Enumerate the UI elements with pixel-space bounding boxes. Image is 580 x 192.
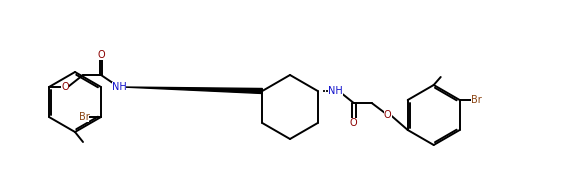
Text: NH: NH	[328, 86, 343, 96]
Text: O: O	[384, 110, 392, 120]
Text: Br: Br	[472, 95, 482, 105]
Polygon shape	[122, 87, 262, 94]
Text: O: O	[97, 50, 105, 60]
Text: O: O	[350, 118, 357, 128]
Text: O: O	[61, 82, 69, 92]
Text: NH: NH	[111, 82, 126, 92]
Text: Br: Br	[79, 112, 89, 122]
